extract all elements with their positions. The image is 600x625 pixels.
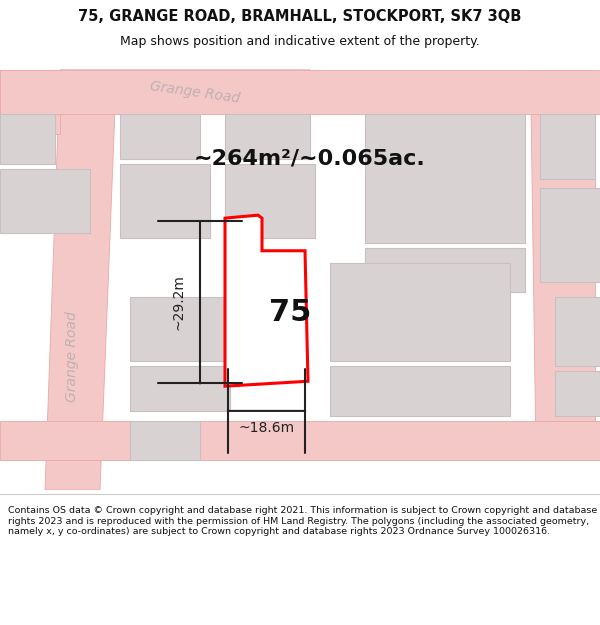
Polygon shape: [45, 70, 115, 490]
Polygon shape: [130, 421, 200, 461]
Polygon shape: [0, 169, 90, 233]
Polygon shape: [540, 189, 600, 282]
Polygon shape: [330, 262, 510, 361]
Polygon shape: [225, 164, 315, 238]
Polygon shape: [60, 70, 360, 109]
Text: Map shows position and indicative extent of the property.: Map shows position and indicative extent…: [120, 35, 480, 48]
Text: ~18.6m: ~18.6m: [238, 421, 295, 435]
Polygon shape: [555, 298, 600, 366]
Polygon shape: [0, 421, 600, 461]
Text: Grange Road: Grange Road: [149, 79, 241, 106]
Polygon shape: [225, 114, 310, 159]
Text: 75, GRANGE ROAD, BRAMHALL, STOCKPORT, SK7 3QB: 75, GRANGE ROAD, BRAMHALL, STOCKPORT, SK…: [79, 9, 521, 24]
Polygon shape: [330, 366, 510, 416]
Polygon shape: [130, 298, 225, 361]
Polygon shape: [0, 70, 600, 114]
Polygon shape: [555, 371, 600, 416]
Polygon shape: [0, 70, 60, 134]
Polygon shape: [540, 114, 595, 179]
Polygon shape: [130, 366, 230, 411]
Polygon shape: [530, 70, 595, 421]
Polygon shape: [120, 164, 210, 238]
Text: ~264m²/~0.065ac.: ~264m²/~0.065ac.: [194, 149, 426, 169]
Polygon shape: [0, 114, 55, 164]
Polygon shape: [120, 114, 200, 159]
Text: Grange Road: Grange Road: [65, 311, 79, 402]
Polygon shape: [365, 114, 525, 243]
Text: ~29.2m: ~29.2m: [172, 274, 186, 330]
Text: 75: 75: [269, 298, 311, 326]
Text: Contains OS data © Crown copyright and database right 2021. This information is : Contains OS data © Crown copyright and d…: [8, 506, 597, 536]
Polygon shape: [365, 248, 525, 292]
Polygon shape: [225, 215, 308, 386]
